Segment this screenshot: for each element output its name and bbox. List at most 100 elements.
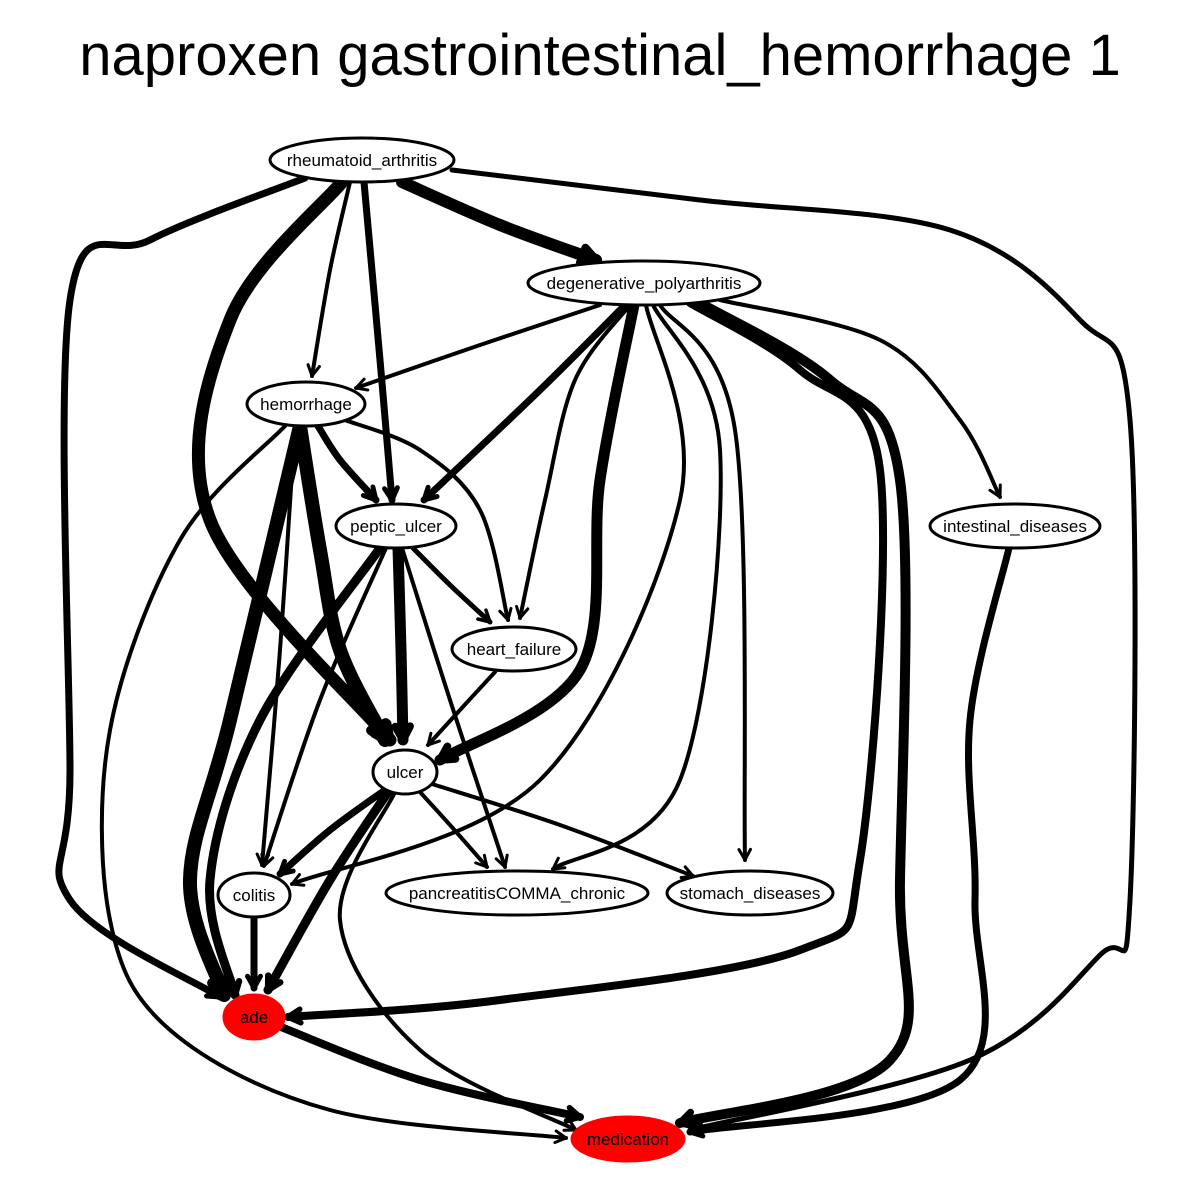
node-label: degenerative_polyarthritis bbox=[547, 274, 742, 293]
edge-degenerative_polyarthritis-to-ulcer bbox=[434, 299, 640, 766]
edge-peptic_ulcer-to-colitis bbox=[260, 546, 388, 868]
edge-degenerative_polyarthritis-to-medication bbox=[675, 298, 914, 1130]
arrowhead bbox=[421, 484, 440, 503]
edge-ulcer-to-medication bbox=[337, 790, 578, 1132]
node-shape bbox=[268, 136, 456, 184]
edge-line bbox=[182, 419, 307, 1002]
node-label: colitis bbox=[233, 886, 276, 905]
arrowhead bbox=[737, 847, 752, 862]
arrowhead bbox=[264, 972, 284, 994]
node-shape bbox=[384, 869, 650, 917]
node-label: medication bbox=[587, 1130, 669, 1149]
edge-intestinal_diseases-to-medication bbox=[686, 544, 1013, 1139]
edge-line bbox=[430, 782, 695, 878]
node-label: intestinal_diseases bbox=[943, 517, 1087, 536]
node-colitis: colitis bbox=[216, 871, 292, 919]
node-label: stomach_diseases bbox=[680, 884, 821, 903]
node-peptic_ulcer: peptic_ulcer bbox=[334, 502, 458, 550]
arrowhead bbox=[426, 731, 441, 747]
edge-peptic_ulcer-to-heart_failure bbox=[410, 545, 493, 625]
edges-layer bbox=[55, 167, 1138, 1144]
edge-degenerative_polyarthritis-to-hemorrhage bbox=[354, 303, 602, 392]
edge-line bbox=[658, 303, 747, 862]
edge-peptic_ulcer-to-ade bbox=[205, 543, 385, 1000]
edge-line bbox=[314, 422, 380, 504]
edge-degenerative_polyarthritis-to-colitis bbox=[290, 303, 686, 887]
arrowhead bbox=[285, 1006, 304, 1026]
arrowhead bbox=[563, 1104, 583, 1124]
page-title: naproxen gastrointestinal_hemorrhage 1 bbox=[79, 23, 1121, 88]
arrowhead bbox=[676, 1108, 699, 1130]
node-label: ulcer bbox=[387, 763, 424, 782]
edge-line bbox=[686, 544, 1013, 1136]
arrowhead bbox=[515, 605, 530, 620]
arrowhead bbox=[436, 742, 460, 764]
node-pancreatitis_chronic: pancreatitisCOMMA_chronic bbox=[384, 869, 650, 917]
arrowhead bbox=[290, 873, 306, 887]
node-label: rheumatoid_arthritis bbox=[287, 151, 437, 170]
node-shape bbox=[222, 993, 286, 1041]
edge-ulcer-to-ade bbox=[263, 787, 393, 995]
edge-rheumatoid_arthritis-to-hemorrhage bbox=[306, 180, 352, 378]
edge-rheumatoid_arthritis-to-peptic_ulcer bbox=[360, 178, 400, 504]
node-ulcer: ulcer bbox=[371, 748, 439, 796]
edge-hemorrhage-to-heart_failure bbox=[343, 418, 513, 622]
arrowhead bbox=[988, 483, 1002, 499]
node-label: heart_failure bbox=[467, 640, 562, 659]
edge-line bbox=[360, 178, 396, 504]
edge-line bbox=[343, 418, 510, 622]
node-ade: ade bbox=[222, 993, 286, 1041]
edge-degenerative_polyarthritis-to-pancreatitis_chronic bbox=[551, 303, 723, 871]
edge-line bbox=[400, 546, 507, 869]
edge-line bbox=[55, 174, 309, 1001]
edge-colitis-to-ade bbox=[245, 913, 263, 992]
edge-line bbox=[396, 176, 602, 266]
edge-hemorrhage-to-ulcer bbox=[293, 419, 392, 747]
arrowhead bbox=[366, 718, 391, 745]
edge-line bbox=[410, 545, 493, 625]
edge-line bbox=[718, 298, 1002, 499]
node-intestinal_diseases: intestinal_diseases bbox=[928, 502, 1102, 550]
edge-line bbox=[272, 1021, 584, 1121]
edge-peptic_ulcer-to-ulcer bbox=[391, 542, 414, 746]
edge-degenerative_polyarthritis-to-stomach_diseases bbox=[658, 303, 752, 862]
nodes-layer: rheumatoid_arthritis degenerative_polyart… bbox=[216, 136, 1102, 1163]
node-rheumatoid_arthritis: rheumatoid_arthritis bbox=[268, 136, 456, 184]
arrowhead bbox=[474, 853, 489, 869]
arrowhead bbox=[553, 1129, 568, 1144]
edge-hemorrhage-to-medication bbox=[99, 424, 568, 1144]
arrowhead bbox=[306, 363, 321, 378]
edge-line bbox=[290, 303, 686, 886]
arrowhead bbox=[551, 856, 567, 871]
node-medication: medication bbox=[570, 1115, 686, 1163]
arrowhead bbox=[576, 243, 601, 267]
arrowhead bbox=[498, 606, 513, 622]
edge-hemorrhage-to-peptic_ulcer bbox=[314, 422, 380, 504]
edge-degenerative_polyarthritis-to-intestinal_diseases bbox=[718, 298, 1002, 499]
edge-line bbox=[284, 299, 888, 1021]
edge-line bbox=[420, 301, 629, 504]
edge-line bbox=[191, 175, 397, 747]
node-label: hemorrhage bbox=[260, 395, 352, 414]
edge-line bbox=[310, 180, 352, 378]
edge-degenerative_polyarthritis-to-ade bbox=[284, 299, 888, 1026]
edge-line bbox=[354, 303, 602, 390]
node-shape bbox=[216, 871, 292, 919]
edge-line bbox=[551, 303, 723, 871]
edge-line bbox=[434, 299, 640, 766]
edge-line bbox=[293, 419, 392, 747]
arrowhead bbox=[382, 485, 400, 503]
edge-line bbox=[426, 670, 497, 747]
node-label: pancreatitisCOMMA_chronic bbox=[409, 884, 626, 903]
edge-ulcer-to-pancreatitis_chronic bbox=[418, 790, 489, 869]
arrowhead bbox=[687, 1120, 706, 1139]
arrowhead bbox=[476, 608, 492, 624]
arrowhead bbox=[391, 722, 414, 744]
arrowhead bbox=[277, 858, 296, 877]
node-shape bbox=[334, 502, 458, 550]
edge-degenerative_polyarthritis-to-peptic_ulcer bbox=[420, 301, 629, 504]
arrowhead bbox=[494, 853, 509, 869]
edge-line bbox=[276, 786, 389, 878]
